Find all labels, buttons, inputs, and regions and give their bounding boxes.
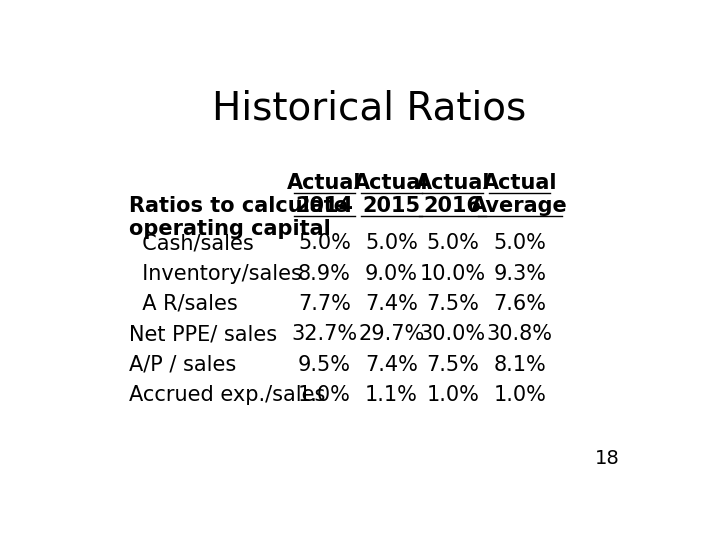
- Text: 7.7%: 7.7%: [298, 294, 351, 314]
- Text: 5.0%: 5.0%: [365, 233, 418, 253]
- Text: 9.3%: 9.3%: [493, 264, 546, 284]
- Text: 5.0%: 5.0%: [298, 233, 351, 253]
- Text: Cash/sales: Cash/sales: [129, 233, 254, 253]
- Text: 2015: 2015: [362, 196, 420, 216]
- Text: Inventory/sales: Inventory/sales: [129, 264, 302, 284]
- Text: 5.0%: 5.0%: [493, 233, 546, 253]
- Text: 7.5%: 7.5%: [426, 294, 479, 314]
- Text: 9.0%: 9.0%: [365, 264, 418, 284]
- Text: 29.7%: 29.7%: [358, 324, 425, 345]
- Text: 1.1%: 1.1%: [365, 385, 418, 405]
- Text: A/P / sales: A/P / sales: [129, 355, 236, 375]
- Text: 30.8%: 30.8%: [487, 324, 553, 345]
- Text: 5.0%: 5.0%: [426, 233, 479, 253]
- Text: Ratios to calculate: Ratios to calculate: [129, 196, 348, 216]
- Text: Actual: Actual: [482, 173, 557, 193]
- Text: 1.0%: 1.0%: [426, 385, 479, 405]
- Text: 2016: 2016: [423, 196, 482, 216]
- Text: A R/sales: A R/sales: [129, 294, 238, 314]
- Text: 9.5%: 9.5%: [298, 355, 351, 375]
- Text: Actual: Actual: [287, 173, 361, 193]
- Text: Actual: Actual: [354, 173, 428, 193]
- Text: operating capital: operating capital: [129, 219, 330, 239]
- Text: 7.4%: 7.4%: [365, 355, 418, 375]
- Text: 7.5%: 7.5%: [426, 355, 479, 375]
- Text: 7.4%: 7.4%: [365, 294, 418, 314]
- Text: 7.6%: 7.6%: [493, 294, 546, 314]
- Text: 10.0%: 10.0%: [420, 264, 486, 284]
- Text: 18: 18: [595, 449, 620, 468]
- Text: Historical Ratios: Historical Ratios: [212, 90, 526, 128]
- Text: Accrued exp./sales: Accrued exp./sales: [129, 385, 325, 405]
- Text: 2014: 2014: [295, 196, 354, 216]
- Text: 32.7%: 32.7%: [292, 324, 357, 345]
- Text: Net PPE/ sales: Net PPE/ sales: [129, 324, 277, 345]
- Text: Average: Average: [472, 196, 568, 216]
- Text: Actual: Actual: [415, 173, 490, 193]
- Text: 8.1%: 8.1%: [493, 355, 546, 375]
- Text: 8.9%: 8.9%: [298, 264, 351, 284]
- Text: 30.0%: 30.0%: [420, 324, 486, 345]
- Text: 1.0%: 1.0%: [298, 385, 351, 405]
- Text: 1.0%: 1.0%: [493, 385, 546, 405]
